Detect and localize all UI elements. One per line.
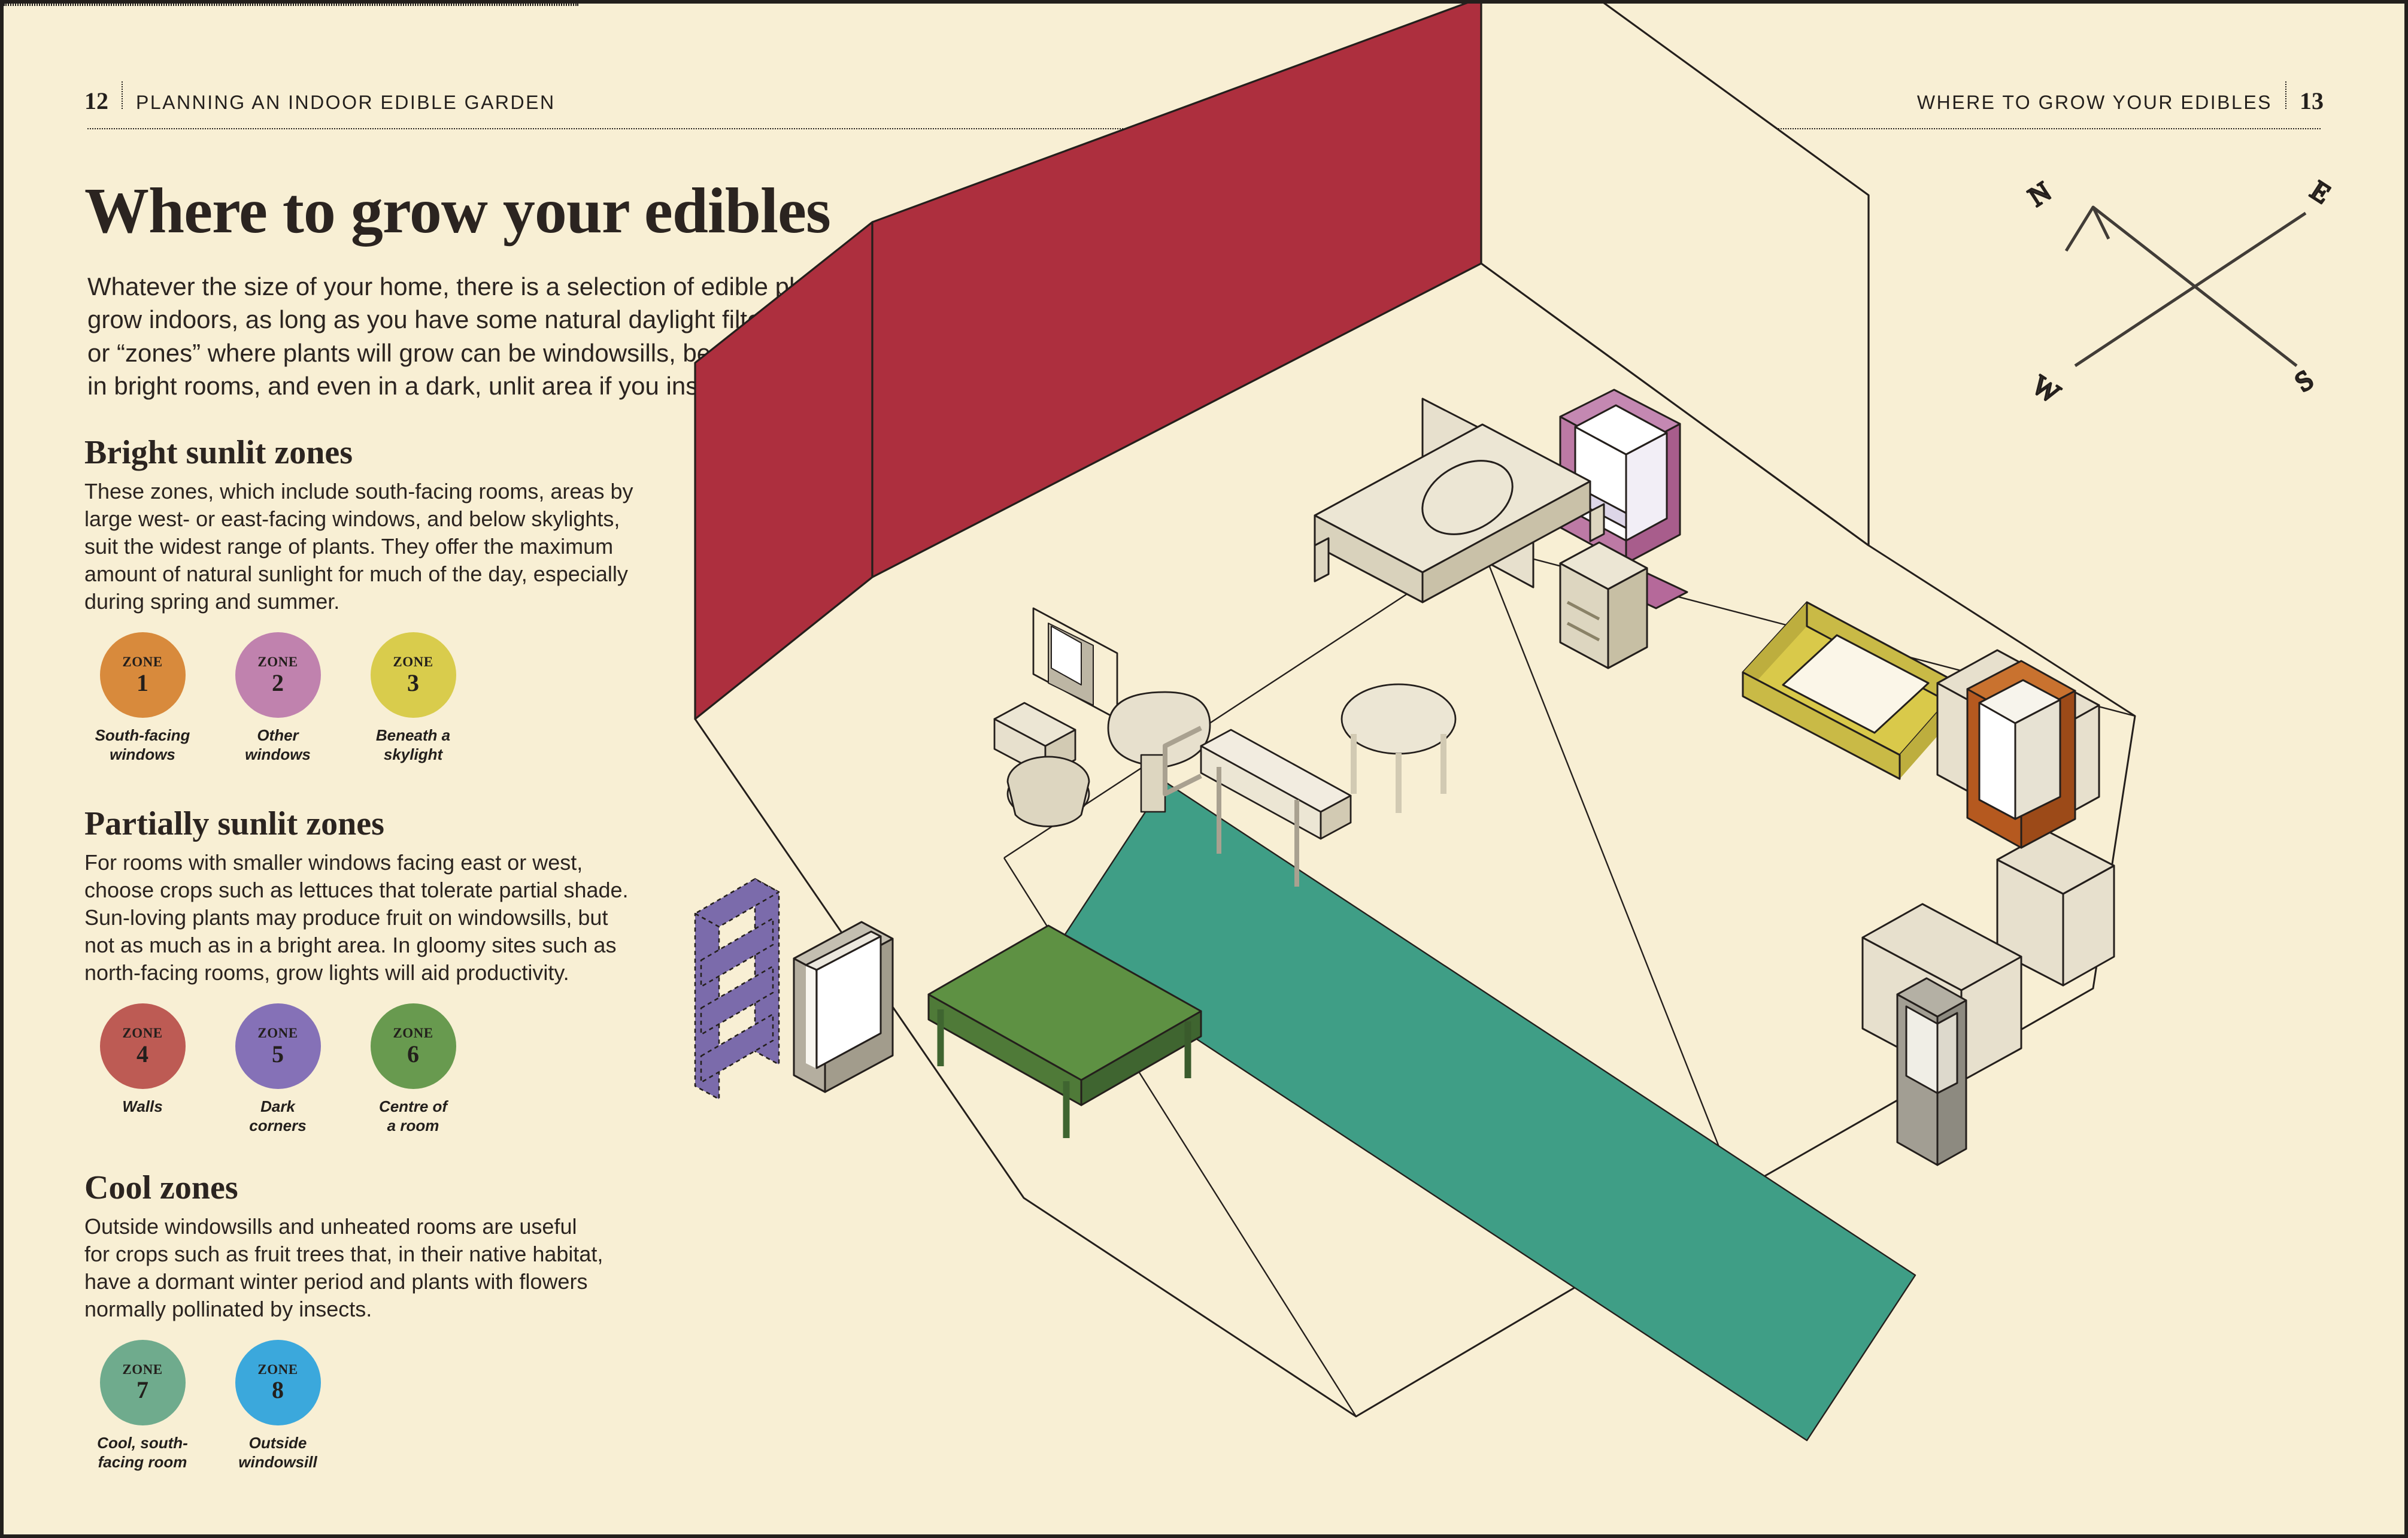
- svg-text:E: E: [2306, 175, 2336, 210]
- svg-text:N: N: [2023, 176, 2057, 213]
- svg-text:S: S: [2289, 364, 2319, 398]
- svg-text:W: W: [2027, 369, 2066, 409]
